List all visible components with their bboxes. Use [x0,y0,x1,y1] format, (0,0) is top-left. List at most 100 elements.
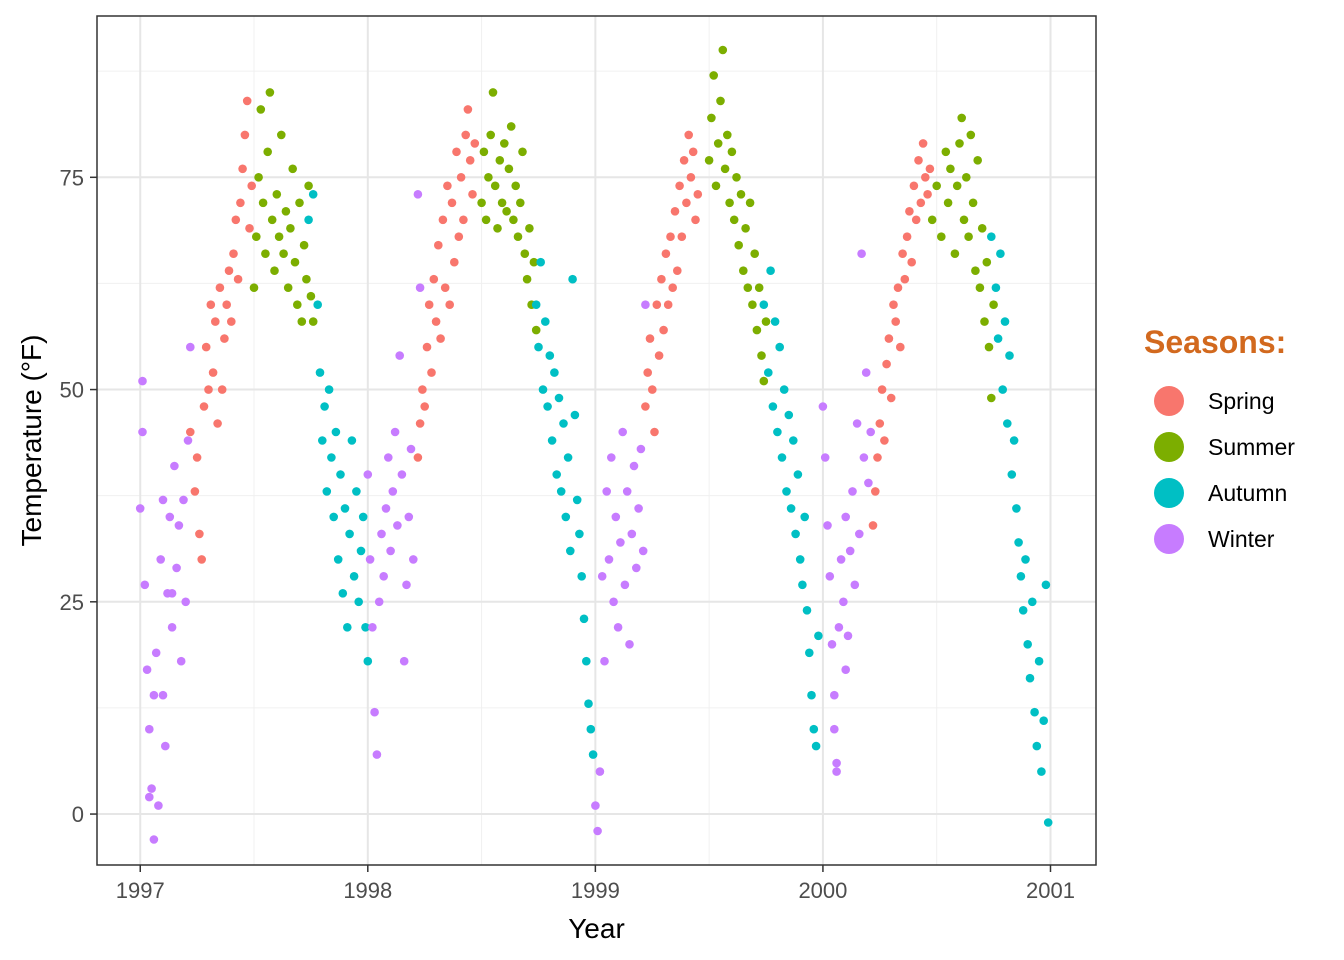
data-point [140,580,150,590]
data-point [791,529,800,539]
data-point [308,190,318,199]
data-point [907,257,916,267]
data-point [959,215,969,225]
data-point [165,512,175,522]
data-point [531,325,541,335]
data-point [843,631,853,641]
data-point [138,376,147,386]
data-point [318,436,327,445]
data-point [534,342,543,352]
data-point [898,249,907,258]
data-point [258,198,268,208]
data-point [531,300,541,310]
data-point [277,130,286,140]
data-point [538,385,548,394]
data-point [684,130,693,140]
data-point [652,300,662,310]
data-point [625,640,634,649]
data-point [764,368,773,377]
data-point [217,385,227,394]
data-point [591,801,600,810]
data-point [484,173,493,182]
data-point [238,164,247,174]
data-point [616,538,625,547]
data-point [402,580,411,590]
data-point [827,640,837,649]
data-point [493,224,502,233]
y-tick-label: 0 [72,802,84,827]
data-point [677,232,687,241]
data-point [977,224,987,233]
data-point [748,300,757,310]
data-point [641,402,650,411]
data-point [424,300,434,310]
data-point [227,317,236,326]
data-point [691,215,700,225]
data-point [955,139,964,148]
data-point [830,690,839,700]
data-point [308,317,318,326]
data-point [889,300,898,310]
y-tick-label: 50 [60,378,84,403]
data-point [759,376,769,386]
data-point [896,342,905,352]
data-point [183,436,193,445]
data-point [577,572,586,581]
data-point [884,334,894,343]
data-point [500,139,509,148]
data-point [1016,572,1026,581]
data-point [254,173,263,182]
legend-label: Summer [1208,434,1295,460]
data-point [1043,818,1053,827]
data-point [274,232,284,241]
data-point [470,139,480,148]
data-point [272,190,282,199]
data-point [1032,741,1042,751]
data-point [384,453,393,462]
legend-key [1154,432,1184,462]
data-point [805,648,814,658]
data-point [609,597,618,607]
data-point [866,427,875,437]
data-point [324,385,334,394]
data-point [729,215,739,225]
data-point [627,529,637,539]
data-point [522,274,532,284]
data-point [643,368,652,377]
series-spring [186,96,935,564]
data-point [871,487,880,496]
data-point [506,122,516,131]
data-point [461,130,471,140]
data-point [145,792,154,802]
data-point [170,461,179,471]
data-point [138,427,147,437]
data-point [987,393,996,403]
data-point [529,257,539,267]
data-point [456,173,466,182]
data-point [490,181,500,191]
data-point [752,325,762,335]
data-point [247,181,256,191]
data-point [597,572,607,581]
data-point [670,207,680,216]
data-point [322,487,332,496]
data-point [438,215,448,225]
data-point [789,436,798,445]
data-point [950,249,960,258]
data-point [572,495,582,505]
data-point [775,342,784,352]
data-point [504,164,514,174]
data-point [716,96,725,106]
data-point [434,240,443,250]
data-point [648,385,657,394]
data-point [998,385,1007,394]
data-point [497,198,507,208]
data-point [823,521,832,530]
data-point [379,572,389,581]
data-point [158,495,168,505]
data-point [802,606,812,615]
data-point [256,105,266,114]
data-point [545,351,555,360]
data-point [406,444,416,454]
